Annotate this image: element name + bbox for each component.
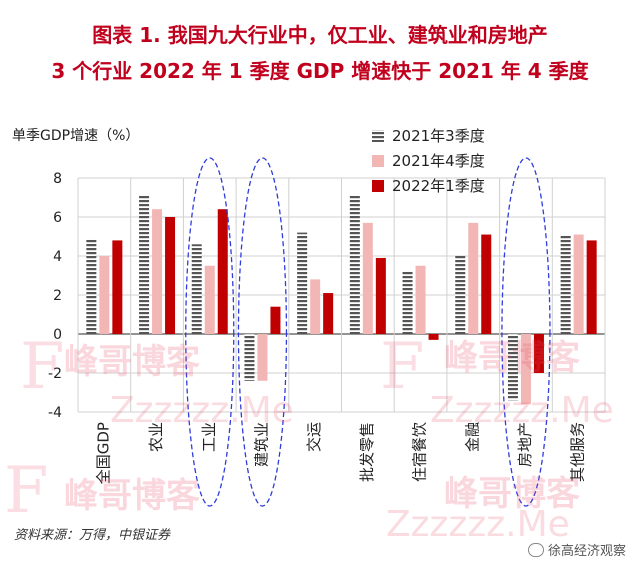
bar-建筑业-2022年1季度 <box>270 306 281 334</box>
bar-农业-2022年1季度 <box>165 217 176 334</box>
bar-房地产-2021年3季度 <box>507 334 518 401</box>
bar-工业-2022年1季度 <box>217 209 228 334</box>
bar-金融-2022年1季度 <box>481 234 492 334</box>
legend-label-1: 2021年4季度 <box>392 152 485 170</box>
bar-农业-2021年4季度 <box>152 209 163 334</box>
x-tick-label: 其他服务 <box>569 422 587 482</box>
x-tick-label: 交运 <box>305 422 323 452</box>
legend-swatch-2 <box>372 180 384 192</box>
bar-住宿餐饮-2021年3季度 <box>402 271 413 334</box>
credit-label: 徐高经济观察 <box>547 544 626 559</box>
highlight-ellipse-房地产 <box>501 157 551 507</box>
bar-交运-2021年4季度 <box>310 279 321 334</box>
credit: 徐高经济观察 <box>527 540 626 559</box>
bar-住宿餐饮-2021年4季度 <box>415 265 426 334</box>
highlight-ellipse-工业 <box>185 157 235 507</box>
legend-label-2: 2022年1季度 <box>392 177 485 195</box>
x-tick-label: 全国GDP <box>94 422 112 484</box>
bar-全国GDP-2021年4季度 <box>99 256 110 334</box>
bar-金融-2021年3季度 <box>455 256 466 334</box>
bar-全国GDP-2021年3季度 <box>86 238 97 334</box>
bar-住宿餐饮-2022年1季度 <box>428 334 439 340</box>
x-tick-label: 工业 <box>200 422 218 452</box>
y-tick-label: 8 <box>53 171 62 187</box>
x-tick-label: 批发零售 <box>358 422 376 482</box>
source-note: 资料来源：万得，中银证券 <box>14 528 171 543</box>
bar-交运-2022年1季度 <box>323 293 334 334</box>
bar-全国GDP-2022年1季度 <box>112 240 123 334</box>
x-tick-label: 房地产 <box>516 422 534 467</box>
y-tick-label: -2 <box>48 366 62 382</box>
chart-title-line-2: 3 个行业 2022 年 1 季度 GDP 增速快于 2021 年 4 季度 <box>51 59 589 83</box>
y-tick-label: 4 <box>53 249 62 265</box>
bar-建筑业-2021年3季度 <box>244 334 255 381</box>
bar-其他服务-2022年1季度 <box>586 240 597 334</box>
x-tick-label: 住宿餐饮 <box>411 422 429 482</box>
wechat-icon <box>527 542 544 557</box>
y-axis-label: 单季GDP增速（%） <box>12 128 139 144</box>
bar-工业-2021年4季度 <box>204 265 215 334</box>
bar-农业-2021年3季度 <box>139 195 150 334</box>
y-tick-label: 0 <box>53 327 62 343</box>
bar-批发零售-2021年3季度 <box>349 195 360 334</box>
y-tick-label: -4 <box>48 405 62 421</box>
bar-工业-2021年3季度 <box>191 244 202 334</box>
bar-其他服务-2021年3季度 <box>560 234 571 334</box>
legend-label-0: 2021年3季度 <box>392 127 485 145</box>
x-tick-label: 金融 <box>463 422 481 452</box>
bar-批发零售-2021年4季度 <box>362 222 373 334</box>
chart-title-line-1: 图表 1. 我国九大行业中，仅工业、建筑业和房地产 <box>92 23 548 47</box>
bar-房地产-2022年1季度 <box>533 334 544 373</box>
bar-交运-2021年3季度 <box>297 232 308 334</box>
bar-金融-2021年4季度 <box>468 222 479 334</box>
bar-建筑业-2021年4季度 <box>257 334 268 381</box>
x-tick-label: 农业 <box>147 422 165 452</box>
y-tick-label: 6 <box>53 210 62 226</box>
bar-批发零售-2022年1季度 <box>375 257 386 334</box>
bar-其他服务-2021年4季度 <box>573 234 584 334</box>
bar-房地产-2021年4季度 <box>520 334 531 405</box>
x-tick-label: 建筑业 <box>252 422 270 467</box>
legend-swatch-1 <box>372 155 384 167</box>
y-tick-label: 2 <box>53 288 62 304</box>
legend-swatch-0 <box>372 130 384 142</box>
highlight-ellipse-建筑业 <box>237 157 288 507</box>
